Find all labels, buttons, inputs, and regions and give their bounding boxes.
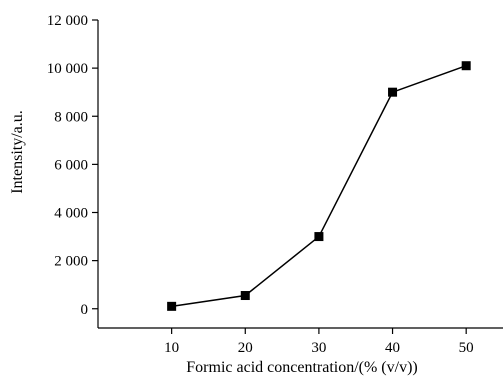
x-axis-title: Formic acid concentration/(% (v/v)) [186, 359, 417, 376]
series [167, 61, 471, 311]
axes [97, 20, 503, 329]
y-axis-title: Intensity/a.u. [9, 110, 26, 194]
y-tick-label: 2 000 [54, 254, 88, 270]
data-point [461, 61, 471, 71]
y-tick-label: 6 000 [54, 157, 88, 173]
y-tick-label: 10 000 [47, 61, 88, 77]
x-tick-label: 50 [459, 340, 474, 356]
y-tick-label: 0 [81, 302, 89, 318]
data-point [388, 87, 398, 97]
data-point [167, 301, 177, 311]
data-point [240, 291, 250, 301]
series-line [171, 65, 467, 308]
data-point [314, 232, 324, 242]
x-tick-label: 10 [164, 340, 179, 356]
y-tick-label: 8 000 [54, 109, 88, 125]
y-tick-label: 12 000 [47, 13, 88, 29]
x-tick-label: 20 [238, 340, 253, 356]
y-tick-label: 4 000 [54, 206, 88, 222]
x-tick-label: 30 [311, 340, 326, 356]
y-ticks: 0 2 000 4 000 6 000 8 000 10 000 12 000 [47, 13, 98, 318]
x-tick-label: 40 [385, 340, 400, 356]
x-ticks: 10 20 30 40 50 [164, 328, 474, 356]
